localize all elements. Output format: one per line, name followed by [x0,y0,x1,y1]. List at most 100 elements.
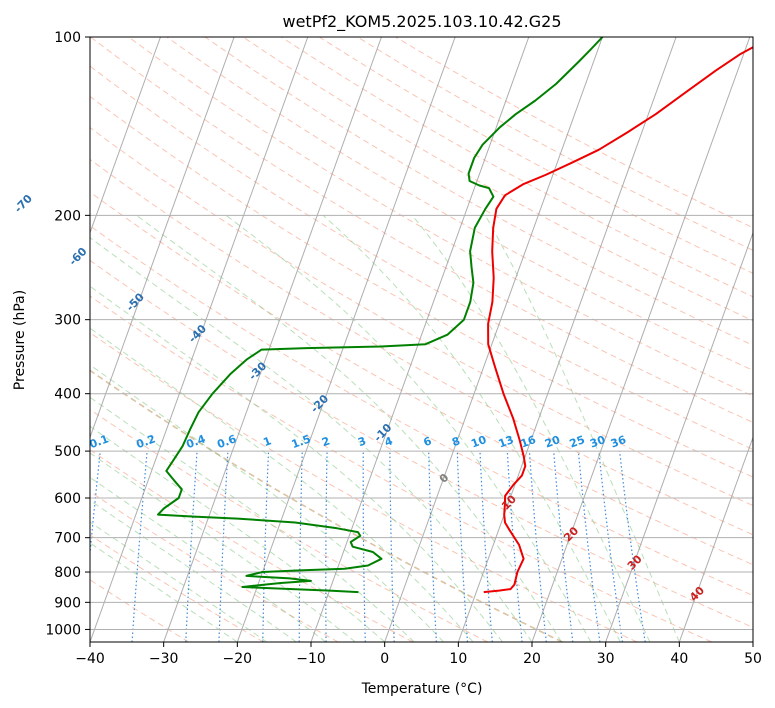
mixing-ratio-label: 20 [543,433,562,451]
x-tick-label: 50 [744,651,762,667]
isotherm [605,231,753,642]
dry-adiabat [90,534,264,642]
isotherm [90,37,235,439]
isotherm [457,37,677,642]
x-tick-label: −40 [75,651,105,667]
isotherm [163,37,382,642]
mixing-ratio-label: 10 [469,433,488,451]
dry-adiabat [90,37,753,423]
moist-adiabat [136,214,562,642]
moist-adiabat [90,237,533,642]
isotherm [531,37,751,642]
dry-adiabat [90,490,339,642]
moist-adiabat [90,425,386,642]
mixing-ratio-line [577,451,601,642]
x-tick-label: 30 [597,651,615,667]
y-tick-label: 900 [54,595,81,611]
mixing-ratio-label: 0.1 [88,432,111,451]
y-tick-label: 400 [54,387,81,403]
mixing-ratio-line [90,451,101,559]
isotherm-label: -70 [12,192,35,216]
temperature-profile [483,46,753,594]
x-tick-label: 40 [670,651,688,667]
x-tick-label: 0 [380,651,389,667]
moist-adiabat [90,285,503,642]
mixing-ratio-label: 16 [519,433,538,451]
moist-adiabat [90,364,444,642]
y-tick-label: 500 [54,444,81,460]
mixing-ratio-label: 0.6 [215,432,238,451]
moist-adiabat [411,214,651,642]
mixing-ratio-line [528,451,547,642]
mixing-ratio-line [619,451,646,642]
y-tick-label: 200 [54,208,81,224]
mixing-ratio-label: 6 [422,434,434,449]
y-tick-label: 800 [54,565,81,581]
background-lines [90,37,753,642]
mixing-ratio-label: 30 [588,433,607,451]
dry-adiabat [90,408,488,642]
isotherm [90,37,309,642]
moist-adiabat [90,327,474,642]
mixing-ratio-label: 36 [609,433,628,451]
moist-adiabat [225,214,592,642]
x-axis-label: Temperature (°C) [361,681,483,697]
isotherm [384,37,603,642]
dry-adiabat [90,225,753,597]
x-tick-label: −20 [223,651,253,667]
dry-adiabat [204,37,753,346]
moist-adiabat [484,215,680,642]
x-axis: −40 −30 −20 −10 0 10 20 30 40 50 [75,642,762,667]
profiles [157,37,753,594]
isotherm [678,435,753,642]
chart-title: wetPf2_KOM5.2025.103.10.42.G25 [282,12,561,32]
isotherm [752,640,753,642]
moist-adiabat [322,214,621,642]
y-tick-label: 700 [54,531,81,547]
plot-frame [89,36,754,643]
mixing-ratio-label: 3 [356,434,368,449]
mixing-ratio-line [553,451,574,642]
isotherm [236,37,456,642]
moist-adiabat [90,499,297,642]
moist-adiabat [90,521,268,642]
y-tick-label: 1000 [45,622,81,638]
mixing-ratio-label: 0.4 [185,432,208,451]
mixing-ratio-label: 13 [497,433,516,450]
y-tick-label: 300 [54,313,81,329]
plot-area [90,37,753,642]
x-tick-label: 20 [523,651,541,667]
dry-adiabat [166,37,753,371]
mixing-ratio-label: 25 [568,433,587,450]
mixing-ratio-label: 8 [450,434,462,449]
mixing-ratio-label: 4 [383,434,395,449]
dry-adiabat [90,126,753,507]
x-tick-label: 10 [449,651,467,667]
dry-adiabat [90,259,753,629]
dry-adiabat [90,369,563,642]
mixing-ratio-label: 2 [320,434,332,449]
mixing-ratio-label: 1.5 [290,432,313,451]
dry-adiabat [90,158,753,536]
pressure-grid [90,37,753,630]
x-tick-label: −10 [296,651,326,667]
moist-adiabat [90,396,415,642]
isotherm [90,37,161,235]
y-axis: 100 200 300 400 500 600 700 800 900 1000 [45,30,90,638]
moist-adiabat [90,452,356,642]
isotherm [310,37,530,642]
dewpoint-profile [157,37,604,594]
y-tick-label: 100 [54,30,81,46]
isotherm-label: -60 [66,245,89,269]
y-tick-label: 600 [54,491,81,507]
x-tick-label: −30 [149,651,179,667]
moist-adiabat [90,476,326,642]
mixing-ratio-label: 0.2 [135,432,158,451]
y-axis-label: Pressure (hPa) [12,290,28,390]
mixing-ratio-line [506,451,523,642]
dry-adiabat [90,295,712,642]
mixing-ratio-line [598,451,623,642]
dry-adiabat [90,65,753,451]
mixing-ratio-label: 1 [262,434,274,449]
